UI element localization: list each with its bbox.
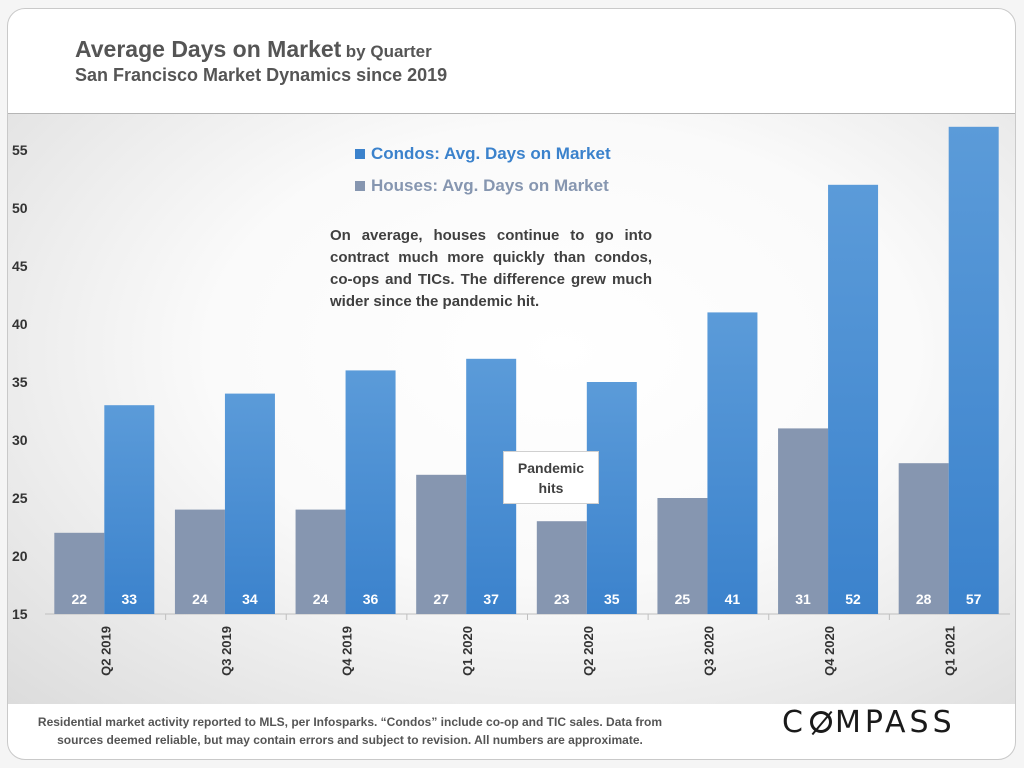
data-label-houses: 22 (72, 591, 88, 607)
y-tick-label: 50 (12, 200, 28, 216)
data-label-houses: 31 (795, 591, 811, 607)
y-tick-label: 20 (12, 548, 28, 564)
bar-condos (707, 312, 758, 614)
bar-condos (104, 405, 155, 614)
data-label-condos: 41 (725, 591, 741, 607)
y-tick-label: 25 (12, 490, 28, 506)
data-label-condos: 34 (242, 591, 258, 607)
chart-subtitle: San Francisco Market Dynamics since 2019 (75, 65, 448, 85)
bar-houses (898, 463, 949, 614)
chart-annotation: On average, houses continue to go into c… (330, 227, 652, 310)
source-note: Residential market activity reported to … (37, 715, 663, 747)
pandemic-callout-label: Pandemic hits (517, 459, 585, 496)
bar-houses (778, 428, 829, 614)
header-divider (8, 113, 1015, 114)
data-label-houses: 25 (675, 591, 691, 607)
bar-houses (54, 532, 105, 614)
data-label-houses: 28 (916, 591, 932, 607)
y-tick-label: 45 (12, 258, 28, 274)
legend-item-houses: Houses: Avg. Days on Market (355, 170, 611, 202)
bar-houses (536, 521, 587, 614)
data-label-condos: 52 (845, 591, 861, 607)
data-label-houses: 24 (313, 591, 329, 607)
legend-item-condos: Condos: Avg. Days on Market (355, 138, 611, 170)
logo-c: C (782, 704, 807, 740)
compass-logo: C MPASS (782, 702, 972, 742)
bar-houses (657, 498, 708, 614)
bar-condos (828, 184, 879, 615)
y-tick-label: 40 (12, 316, 28, 332)
pandemic-callout: Pandemic hits (503, 451, 599, 504)
chart-legend: Condos: Avg. Days on Market Houses: Avg.… (355, 138, 611, 202)
bar-houses (174, 509, 225, 614)
data-label-condos: 36 (363, 591, 379, 607)
logo-rest: MPASS (834, 704, 956, 740)
x-category-label: Q1 2021 (943, 626, 958, 676)
legend-label-houses: Houses: Avg. Days on Market (371, 176, 609, 195)
x-category-label: Q1 2020 (460, 626, 475, 676)
legend-swatch-houses (355, 181, 365, 191)
data-label-houses: 23 (554, 591, 570, 607)
x-category-label: Q2 2020 (581, 626, 596, 676)
data-label-condos: 37 (483, 591, 499, 607)
bar-condos (345, 370, 396, 614)
data-label-condos: 35 (604, 591, 620, 607)
y-tick-label: 30 (12, 432, 28, 448)
legend-label-condos: Condos: Avg. Days on Market (371, 144, 611, 163)
x-category-label: Q4 2019 (340, 626, 355, 676)
chart-title: Average Days on Market by Quarter (75, 36, 447, 63)
legend-swatch-condos (355, 149, 365, 159)
x-category-label: Q2 2019 (98, 626, 113, 676)
bar-condos (948, 126, 999, 615)
title-suffix: by Quarter (345, 42, 432, 61)
y-tick-label: 15 (12, 606, 28, 622)
bar-houses (295, 509, 346, 614)
data-label-houses: 27 (433, 591, 449, 607)
bar-condos (224, 393, 275, 614)
x-category-label: Q3 2020 (701, 626, 716, 676)
data-label-houses: 24 (192, 591, 208, 607)
logo-o (809, 711, 832, 733)
bar-houses (416, 474, 467, 614)
chart-header: Average Days on Market by Quarter San Fr… (75, 36, 447, 86)
x-category-label: Q4 2020 (822, 626, 837, 676)
y-tick-label: 35 (12, 374, 28, 390)
y-tick-label: 55 (12, 142, 28, 158)
title-main: Average Days on Market (75, 36, 342, 62)
data-label-condos: 57 (966, 591, 982, 607)
data-label-condos: 33 (122, 591, 138, 607)
x-category-label: Q3 2019 (219, 626, 234, 676)
